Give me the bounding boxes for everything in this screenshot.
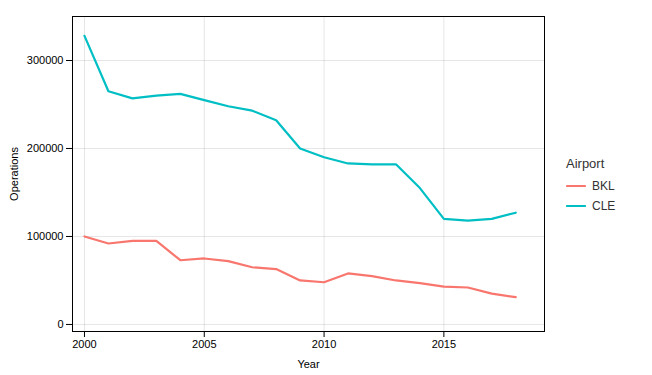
svg-text:Year: Year	[297, 358, 320, 370]
svg-text:2015: 2015	[432, 338, 456, 350]
svg-text:300000: 300000	[27, 54, 64, 66]
svg-text:2005: 2005	[192, 338, 216, 350]
svg-text:2010: 2010	[312, 338, 336, 350]
svg-text:200000: 200000	[27, 142, 64, 154]
svg-text:2000: 2000	[72, 338, 96, 350]
html-text:CLE: CLE	[592, 199, 616, 213]
svg-text:0: 0	[57, 318, 63, 330]
html-text:BKL: BKL	[592, 179, 615, 193]
html-text:Airport: Airport	[566, 156, 605, 171]
svg-text:Operations: Operations	[8, 147, 20, 201]
svg-text:100000: 100000	[27, 230, 64, 242]
